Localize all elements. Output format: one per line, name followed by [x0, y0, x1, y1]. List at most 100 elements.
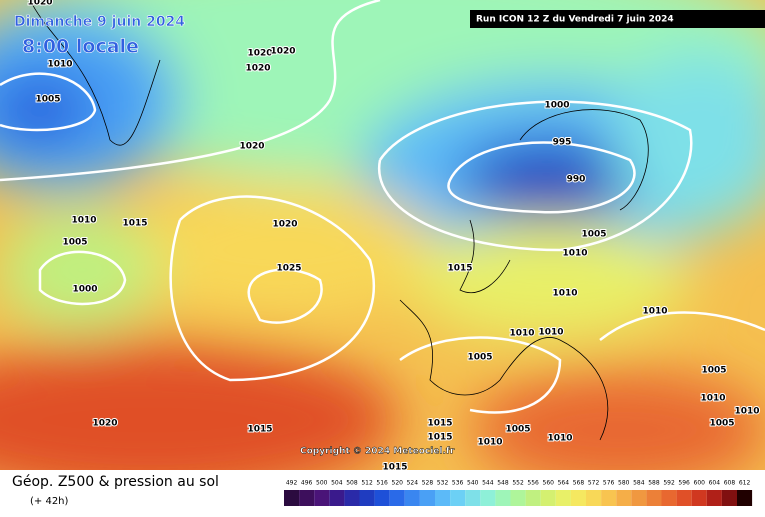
isobar-label: 1005 [467, 353, 492, 363]
colorbar-label: 520 [392, 480, 404, 487]
colorbar-label: 596 [678, 480, 690, 487]
colorbar-label: 604 [709, 480, 721, 487]
colorbar-cell [570, 490, 586, 506]
isobar-label: 990 [567, 175, 586, 185]
colorbar-label: 552 [512, 480, 524, 487]
colorbar-cell [706, 490, 722, 506]
colorbar-cell [601, 490, 617, 506]
colorbar-cell [676, 490, 692, 506]
colorbar-label: 528 [422, 480, 434, 487]
colorbar-label: 568 [573, 480, 585, 487]
colorbar-cell [435, 490, 451, 506]
colorbar-cell [510, 490, 526, 506]
colorbar-cell [661, 490, 677, 506]
colorbar-cell [284, 490, 300, 506]
isobar-label: 1010 [552, 289, 577, 299]
lead-time: (+ 42h) [30, 496, 69, 507]
colorbar-cell [586, 490, 602, 506]
colorbar-label: 560 [543, 480, 555, 487]
isobar-label: 1005 [62, 238, 87, 248]
colorbar-label: 496 [301, 480, 313, 487]
run: Run ICON 12 Z du Vendredi 7 juin 2024 [476, 15, 674, 25]
isobar-label: 1010 [477, 438, 502, 448]
isobar-label: 1010 [509, 329, 534, 339]
colorbar-cell [525, 490, 541, 506]
isobar-label: 1005 [505, 425, 530, 435]
isobar-label: 1005 [581, 230, 606, 240]
colorbar-cell [389, 490, 405, 506]
colorbar-cell [465, 490, 481, 506]
colorbar-label: 508 [346, 480, 358, 487]
isobar-label: 1020 [245, 64, 270, 74]
colorbar-cell [344, 490, 360, 506]
colorbar-label: 572 [588, 480, 600, 487]
copyright: Copyright © 2024 Meteociel.fr [300, 447, 455, 457]
colorbar-cell [359, 490, 375, 506]
colorbar-label: 600 [694, 480, 706, 487]
colorbar-cell [495, 490, 511, 506]
isobar-label: 1000 [72, 285, 97, 295]
colorbar-cell [540, 490, 556, 506]
colorbar-label: 612 [739, 480, 751, 487]
colorbar-cell [314, 490, 330, 506]
isobar-label: 1000 [544, 101, 569, 111]
isobar-label: 1015 [382, 463, 407, 473]
colorbar: 492 496 500 504 508 512 516 520 524 528 532 536 540 5… [284, 480, 753, 506]
isobar-label: 1010 [700, 394, 725, 404]
isobar-label: 1010 [734, 407, 759, 417]
isobar-label: 1015 [447, 264, 472, 274]
colorbar-cell [299, 490, 315, 506]
isobar-label: 1015 [247, 425, 272, 435]
isobar-label: 1015 [122, 219, 147, 229]
isobar-label: 995 [553, 138, 572, 148]
colorbar-cell [404, 490, 420, 506]
colorbar-cell [631, 490, 647, 506]
colorbar-label: 536 [452, 480, 464, 487]
colorbar-label: 500 [316, 480, 328, 487]
colorbar-cell [419, 490, 435, 506]
colorbar-label: 544 [482, 480, 494, 487]
isobars [0, 0, 765, 414]
colorbar-label: 556 [527, 480, 539, 487]
isobar-label: 1015 [427, 433, 452, 443]
colorbar-cell [374, 490, 390, 506]
colorbar-label: 548 [497, 480, 509, 487]
isobar-label: 1020 [247, 49, 272, 59]
colorbar-cell [646, 490, 662, 506]
time: 8:00 locale [22, 36, 139, 58]
isobar-label: 1010 [47, 60, 72, 70]
coastlines [29, 0, 649, 441]
colorbar-label: 512 [361, 480, 373, 487]
isobar-labels: 1020101010051020102010201020100099599010… [26, 0, 760, 474]
colorbar-label: 532 [437, 480, 449, 487]
colorbar-cell [450, 490, 466, 506]
isobar-label: 1010 [538, 328, 563, 338]
colorbar-cell [737, 490, 753, 506]
colorbar-label: 584 [633, 480, 645, 487]
colorbar-label: 492 [286, 480, 298, 487]
colorbar-label: 540 [467, 480, 479, 487]
date: Dimanche 9 juin 2024 [14, 14, 185, 30]
colorbar-cell [555, 490, 571, 506]
isobar-label: 1010 [562, 249, 587, 259]
colorbar-cell [329, 490, 345, 506]
colorbar-label: 516 [376, 480, 388, 487]
isobar-label: 1025 [276, 264, 301, 274]
isobar-label: 1020 [27, 0, 52, 8]
isobar-label: 1020 [92, 419, 117, 429]
colorbar-cell [721, 490, 737, 506]
isobar-label: 1005 [35, 95, 60, 105]
colorbar-label: 592 [663, 480, 675, 487]
isobar-label: 1020 [239, 142, 264, 152]
colorbar-label: 524 [407, 480, 419, 487]
isobar-label: 1010 [547, 434, 572, 444]
isobar-label: 1015 [427, 419, 452, 429]
colorbar-label: 588 [648, 480, 660, 487]
isobar-label: 1020 [272, 220, 297, 230]
colorbar-label: 576 [603, 480, 615, 487]
colorbar-label: 564 [558, 480, 570, 487]
colorbar-cell [480, 490, 496, 506]
colorbar-cell [691, 490, 707, 506]
colorbar-label: 608 [724, 480, 736, 487]
